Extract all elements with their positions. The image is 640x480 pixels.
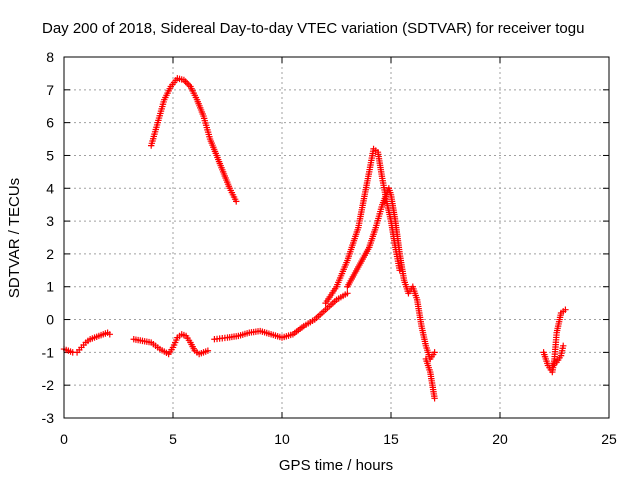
x-tick-label: 25 bbox=[601, 431, 617, 447]
series-arc-evening-drop bbox=[422, 355, 438, 402]
y-tick-label: 5 bbox=[46, 147, 54, 163]
series-arc-daytime bbox=[211, 290, 351, 343]
data-point bbox=[562, 306, 569, 313]
series-arc-night bbox=[540, 306, 569, 376]
data-point bbox=[560, 342, 567, 349]
plot-frame bbox=[63, 56, 610, 419]
y-axis-label: SDTVAR / TECUs bbox=[6, 178, 23, 298]
data-point bbox=[344, 290, 351, 297]
y-tick-label: 0 bbox=[46, 312, 54, 328]
tick-layer bbox=[63, 56, 610, 419]
y-tick-label: 8 bbox=[46, 49, 54, 65]
x-tick-label: 10 bbox=[274, 431, 290, 447]
chart-title: Day 200 of 2018, Sidereal Day-to-day VTE… bbox=[42, 20, 584, 37]
y-tick-label: -1 bbox=[42, 344, 55, 360]
series-layer bbox=[60, 75, 569, 402]
data-point bbox=[431, 395, 438, 402]
data-point bbox=[204, 347, 212, 354]
y-tick-label: 2 bbox=[46, 246, 54, 262]
y-tick-label: 7 bbox=[46, 82, 54, 98]
x-tick-label: 20 bbox=[492, 431, 508, 447]
y-tick-label: 3 bbox=[46, 213, 54, 229]
x-tick-label: 5 bbox=[169, 431, 177, 447]
y-tick-label: -2 bbox=[42, 377, 55, 393]
data-point bbox=[431, 349, 438, 356]
y-tick-label: 4 bbox=[46, 180, 54, 196]
x-axis-label: GPS time / hours bbox=[279, 457, 393, 474]
x-tick-label: 0 bbox=[60, 431, 68, 447]
series-arc-peak bbox=[148, 75, 240, 205]
series-arc-night-tail bbox=[549, 342, 567, 369]
y-tick-label: -3 bbox=[42, 410, 55, 426]
x-tick-labels: 0 5 10 15 20 25 bbox=[60, 431, 617, 447]
series-arc-mid-morning bbox=[130, 331, 212, 358]
y-tick-label: 1 bbox=[46, 279, 54, 295]
y-tick-label: 6 bbox=[46, 115, 54, 131]
data-point bbox=[233, 198, 240, 205]
series-arc-afternoon-lower bbox=[344, 185, 438, 363]
grid-layer bbox=[64, 57, 609, 418]
y-tick-labels: -3 -2 -1 0 1 2 3 4 5 6 7 8 bbox=[42, 49, 55, 426]
x-tick-label: 15 bbox=[383, 431, 399, 447]
data-point bbox=[106, 331, 113, 338]
series-arc-early-morning bbox=[60, 329, 113, 356]
